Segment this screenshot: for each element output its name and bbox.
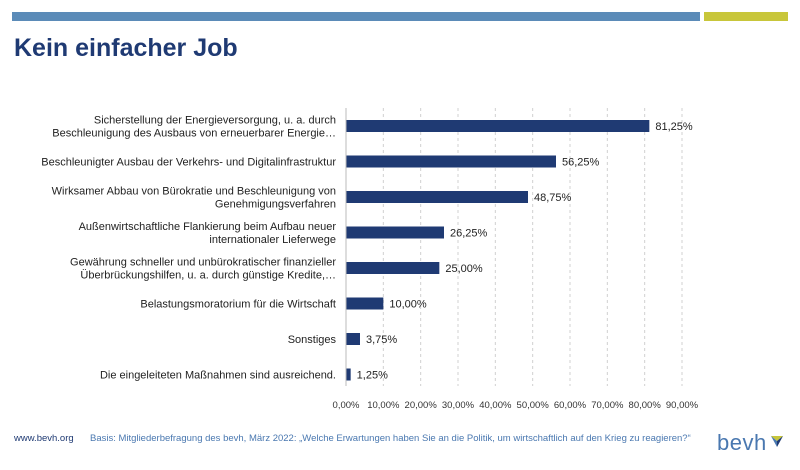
value-label-6: 3,75%	[366, 334, 397, 346]
logo-text: bevh	[717, 430, 767, 455]
bar-2	[346, 191, 528, 203]
bar-1	[346, 155, 556, 168]
bar-7	[346, 368, 351, 381]
x-tick-label-3: 30,00%	[442, 400, 475, 411]
footer-url[interactable]: www.bevh.org	[14, 433, 74, 444]
category-label-0: Sicherstellung der Energieversorgung, u.…	[52, 115, 336, 140]
x-tick-label-6: 60,00%	[554, 400, 587, 411]
value-label-7: 1,25%	[357, 370, 388, 382]
value-label-1: 56,25%	[562, 157, 600, 169]
x-tick-label-8: 80,00%	[629, 400, 662, 411]
category-label-3: Außenwirtschaftliche Flankierung beim Au…	[79, 221, 337, 246]
bar-4	[346, 262, 440, 274]
bar-0	[346, 120, 650, 132]
footer-source-note: Basis: Mitgliederbefragung des bevh, Mär…	[90, 433, 691, 444]
value-label-0: 81,25%	[655, 121, 693, 133]
category-label-7: Die eingeleiteten Maßnahmen sind ausreic…	[100, 370, 336, 382]
category-label-6: Sonstiges	[288, 334, 337, 346]
x-tick-label-0: 0,00%	[333, 400, 360, 411]
x-tick-label-1: 10,00%	[367, 400, 400, 411]
x-tick-label-7: 70,00%	[591, 400, 624, 411]
top-accent-bar-green	[704, 12, 788, 21]
value-label-3: 26,25%	[450, 228, 488, 240]
category-label-2: Wirksamer Abbau von Bürokratie und Besch…	[52, 186, 336, 211]
bevh-logo: bevh	[717, 432, 784, 454]
x-tick-label-9: 90,00%	[666, 400, 699, 411]
top-accent-bar-blue	[12, 12, 700, 21]
x-tick-label-2: 20,00%	[405, 400, 438, 411]
bar-5	[346, 297, 384, 310]
logo-mark-icon	[770, 436, 783, 447]
page-title: Kein einfacher Job	[14, 34, 238, 62]
category-label-1: Beschleunigter Ausbau der Verkehrs- und …	[41, 157, 336, 169]
value-label-2: 48,75%	[534, 192, 572, 204]
x-tick-label-5: 50,00%	[517, 400, 550, 411]
value-label-5: 10,00%	[389, 299, 427, 311]
bar-3	[346, 226, 444, 239]
value-label-4: 25,00%	[445, 263, 483, 275]
x-tick-label-4: 40,00%	[479, 400, 512, 411]
category-label-4: Gewährung schneller und unbürokratischer…	[70, 257, 336, 282]
category-label-5: Belastungsmoratorium für die Wirtschaft	[140, 299, 336, 311]
bar-6	[346, 333, 360, 345]
